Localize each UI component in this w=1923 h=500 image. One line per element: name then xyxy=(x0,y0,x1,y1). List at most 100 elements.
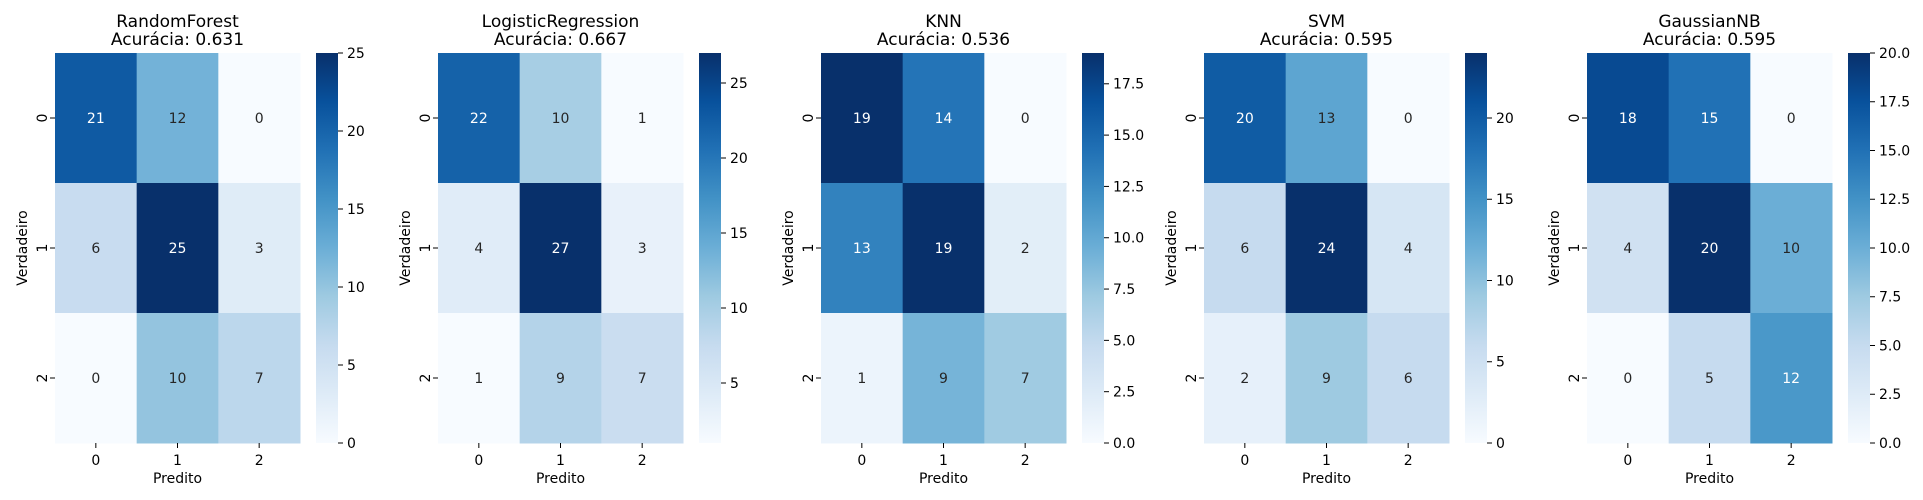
chart-title-line1: GaussianNB xyxy=(1658,12,1760,32)
y-tick-label: 2 xyxy=(418,374,434,383)
heatmap-cell xyxy=(1367,53,1450,184)
chart-title-line2: Acurácia: 0.595 xyxy=(1260,30,1393,50)
cell-value-label: 0 xyxy=(1404,111,1413,127)
colorbar-tick-label: 2.5 xyxy=(1879,387,1901,403)
cell-value-label: 27 xyxy=(552,241,570,257)
heatmap-cell xyxy=(984,183,1067,314)
cell-value-label: 19 xyxy=(935,241,953,257)
cell-value-label: 4 xyxy=(474,241,483,257)
cell-value-label: 0 xyxy=(1623,371,1632,387)
x-tick-label: 1 xyxy=(1322,453,1331,469)
y-axis-label: Verdadeiro xyxy=(1547,210,1563,285)
colorbar-tick-label: 15 xyxy=(730,226,748,242)
colorbar-tick-label: 17.5 xyxy=(1879,95,1910,111)
y-tick-label: 0 xyxy=(1184,114,1200,123)
heatmap-cell xyxy=(218,183,301,314)
x-tick-label: 1 xyxy=(556,453,565,469)
colorbar-tick-label: 15.0 xyxy=(1879,143,1910,159)
colorbar-tick-label: 10.0 xyxy=(1113,231,1144,247)
x-tick-label: 2 xyxy=(255,453,264,469)
heatmap-cell xyxy=(821,183,904,314)
chart-title-line2: Acurácia: 0.631 xyxy=(111,30,244,50)
heatmap-cell xyxy=(438,53,521,184)
chart-title-line1: RandomForest xyxy=(116,12,239,32)
colorbar-tick-label: 20.0 xyxy=(1879,46,1910,62)
y-tick-label: 1 xyxy=(35,244,51,253)
cell-value-label: 20 xyxy=(1701,241,1719,257)
heatmap-cell xyxy=(1587,183,1670,314)
heatmap-cell xyxy=(1285,53,1368,184)
y-axis-label: Verdadeiro xyxy=(781,210,797,285)
y-tick-label: 0 xyxy=(35,114,51,123)
x-tick-label: 0 xyxy=(1240,453,1249,469)
chart-title-line2: Acurácia: 0.536 xyxy=(877,30,1010,50)
heatmap-cell xyxy=(984,313,1067,444)
colorbar-tick-label: 12.5 xyxy=(1879,192,1910,208)
y-tick-label: 1 xyxy=(1567,244,1583,253)
x-axis-label: Predito xyxy=(536,471,585,487)
y-axis-label: Verdadeiro xyxy=(398,210,414,285)
heatmap-cell xyxy=(136,313,219,444)
colorbar-tick-label: 7.5 xyxy=(1879,290,1901,306)
x-tick-label: 1 xyxy=(939,453,948,469)
chart-title-line1: LogisticRegression xyxy=(482,12,640,32)
heatmap-cell xyxy=(1204,183,1287,314)
colorbar-tick-label: 0.0 xyxy=(1879,436,1901,452)
cell-value-label: 0 xyxy=(91,371,100,387)
colorbar-tick-label: 10.0 xyxy=(1879,241,1910,257)
heatmap-cell xyxy=(519,183,602,314)
heatmap-cell xyxy=(1285,313,1368,444)
heatmap-cell xyxy=(1367,313,1450,444)
cell-value-label: 1 xyxy=(474,371,483,387)
colorbar-tick-label: 20 xyxy=(1496,111,1514,127)
heatmap-cell xyxy=(1367,183,1450,314)
x-tick-label: 1 xyxy=(173,453,182,469)
heatmap-cell xyxy=(902,53,985,184)
heatmap-cell xyxy=(984,53,1067,184)
heatmap-cell xyxy=(136,53,219,184)
cell-value-label: 9 xyxy=(556,371,565,387)
cell-value-label: 3 xyxy=(638,241,647,257)
colorbar-tick-label: 7.5 xyxy=(1113,282,1135,298)
colorbar-tick-label: 25 xyxy=(730,76,748,92)
heatmap-cell xyxy=(902,183,985,314)
cell-value-label: 3 xyxy=(255,241,264,257)
y-tick-label: 0 xyxy=(418,114,434,123)
colorbar-tick-label: 0 xyxy=(1496,436,1505,452)
heatmap-cell xyxy=(136,183,219,314)
cell-value-label: 0 xyxy=(1021,111,1030,127)
cell-value-label: 9 xyxy=(939,371,948,387)
cell-value-label: 4 xyxy=(1623,241,1632,257)
x-axis-label: Predito xyxy=(1685,471,1734,487)
heatmap-cell xyxy=(601,313,684,444)
cell-value-label: 13 xyxy=(1318,111,1336,127)
cell-value-label: 0 xyxy=(1787,111,1796,127)
cell-value-label: 6 xyxy=(1404,371,1413,387)
x-axis-label: Predito xyxy=(153,471,202,487)
heatmap-cell xyxy=(1204,313,1287,444)
y-tick-label: 2 xyxy=(35,374,51,383)
cell-value-label: 6 xyxy=(91,241,100,257)
heatmap-cell xyxy=(55,53,138,184)
heatmap-cell xyxy=(1204,53,1287,184)
cell-value-label: 10 xyxy=(1782,241,1800,257)
y-tick-label: 1 xyxy=(418,244,434,253)
chart-title-line1: KNN xyxy=(925,12,962,32)
heatmap-cell xyxy=(1750,183,1833,314)
colorbar-tick-label: 5 xyxy=(1496,355,1505,371)
colorbar-tick-label: 10 xyxy=(1496,273,1514,289)
colorbar-tick-label: 5 xyxy=(730,376,739,392)
y-tick-label: 2 xyxy=(1567,374,1583,383)
heatmap-cell xyxy=(1587,313,1670,444)
cell-value-label: 15 xyxy=(1701,111,1719,127)
heatmap-cell xyxy=(1668,183,1751,314)
x-tick-label: 0 xyxy=(1623,453,1632,469)
chart-title-line2: Acurácia: 0.595 xyxy=(1643,30,1776,50)
colorbar-tick-label: 0 xyxy=(347,436,356,452)
heatmap-cell xyxy=(821,53,904,184)
colorbar-tick-label: 0.0 xyxy=(1113,436,1135,452)
heatmap-cell xyxy=(601,53,684,184)
